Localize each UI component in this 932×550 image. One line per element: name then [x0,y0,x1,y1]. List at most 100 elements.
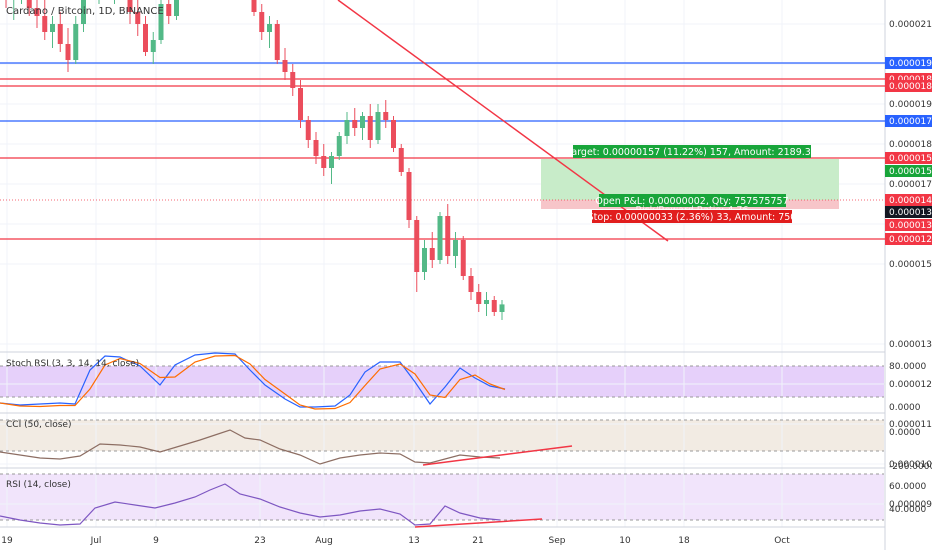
time-axis-labels: 19 Jul 9 23 Aug 13 21 Sep 10 18 Oct [1,536,790,546]
candle-body [329,156,334,168]
candle [166,0,172,24]
candle [57,12,63,52]
candle-body [429,248,435,260]
candle-body [57,24,63,44]
candle [42,0,48,40]
rsi-band [0,474,884,520]
position-stop-label[interactable]: Stop: 0.00000033 (2.36%) 33, Amount: 750 [588,210,797,223]
candle-body [73,24,79,60]
price-tick-label: 0.00001800 [889,140,932,150]
candle-body [391,120,396,148]
time-label: 21 [472,536,483,546]
price-label-text: 0.00001560 [889,154,932,164]
candle [26,0,32,16]
candle [383,100,389,128]
price-label-text: 0.00001399 [889,208,932,218]
stoch-d-line [0,354,506,410]
candle-body [468,276,474,292]
candle-body [127,0,133,12]
time-label: Oct [774,536,790,546]
candle-body [34,8,40,16]
price-label-box [885,115,932,127]
price-tick-label: 0.00000900 [889,500,932,510]
cci-divergence-line[interactable] [422,445,573,466]
target-label-box [573,145,811,158]
time-label: 19 [1,536,13,546]
candle [414,216,420,292]
rsi-title[interactable]: RSI (14, close) [6,480,71,490]
rsi-divergence-line[interactable] [414,518,543,528]
candle [127,0,133,24]
cci-tick-neg200: -200.0000 [889,462,932,472]
candle [305,116,311,148]
price-label-text: 0.00001401 [889,196,932,206]
candle [13,0,15,20]
candle-body [267,24,272,32]
price-tick-label: 0.00001700 [889,180,932,190]
rsi-lines [0,483,501,526]
candle [73,16,79,64]
candle-body [375,112,381,140]
candle [290,64,296,96]
candle-body [453,240,458,256]
candle-body [414,220,420,272]
candle-body [344,120,350,136]
candle-body [251,0,257,12]
stoch-band [0,366,884,397]
candle-body [406,172,412,220]
cci-line [0,429,501,465]
stoch-title[interactable]: Stoch RSI (3, 3, 14, 14, close) [6,359,139,369]
candle [135,0,141,36]
chart-title: Cardano / Bitcoin, 1D, BINANCE [6,6,164,17]
position-target-label[interactable]: Target: 0.00000157 (11.22%) 157, Amount:… [566,145,817,158]
price-label-text: 0.00001556 [889,167,932,177]
candle-body [352,120,358,128]
time-label: 13 [408,536,419,546]
cci-title[interactable]: CCI (50, close) [6,420,71,430]
candle [499,300,505,320]
candle-body [166,4,172,16]
candle [34,0,40,28]
candle [484,292,489,316]
candle [437,212,443,264]
candle-body [491,300,497,312]
stoch-k-line [0,352,506,408]
stoch-tick-0: 0.0000 [889,403,921,413]
time-label: 10 [619,536,631,546]
candle [158,0,164,44]
candle [422,240,427,280]
price-label-text: 0.00001938 [889,59,932,69]
time-label: Aug [315,536,333,546]
candle [491,296,497,316]
open-label-box [599,194,786,207]
price-label-box [885,80,932,92]
candle-body [460,240,466,276]
time-label: 18 [678,536,690,546]
candle-body [313,140,319,156]
position-target-zone[interactable] [541,159,839,200]
candle-body [158,4,164,40]
candle-body [476,292,482,304]
candle [367,104,373,148]
time-label: Jul [90,536,102,546]
candle [174,0,179,20]
candle [468,268,474,300]
candle-body [398,148,404,172]
candle [352,108,358,136]
price-tick-label: 0.00001300 [889,340,932,350]
price-label-box [885,194,932,206]
candle-body [484,300,489,304]
candle [375,104,381,144]
price-label-box [885,165,932,177]
candle [336,132,342,160]
open-label-text: Open P&L: 0.00000002, Qty: 757575757 [595,196,788,207]
time-label: 23 [254,536,265,546]
time-label: 9 [153,536,159,546]
candle-body [42,16,48,32]
candle [150,32,156,64]
rsi-tick-40: 40.0000 [889,505,926,515]
candle [65,28,71,72]
cci-lines [0,429,501,465]
